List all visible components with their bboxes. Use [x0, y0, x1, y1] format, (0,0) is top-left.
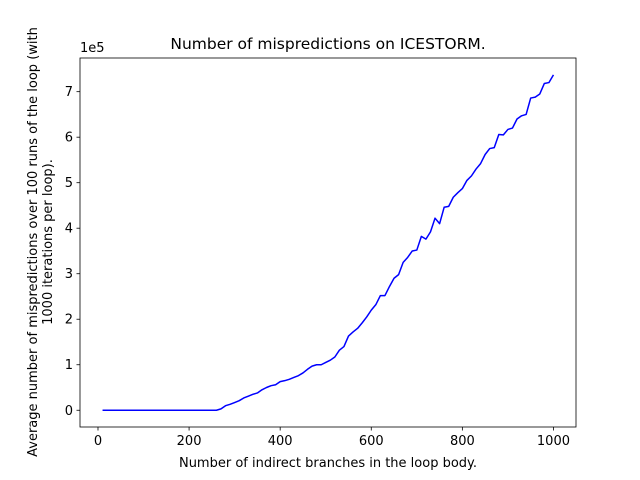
y-tick-label: 6	[65, 131, 73, 146]
x-tick-label: 800	[450, 434, 475, 449]
y-tick-label: 7	[65, 85, 73, 100]
data-line	[102, 74, 555, 412]
y-tick-label: 1	[65, 358, 73, 373]
y-tick-label: 5	[65, 176, 73, 191]
chart-title: Number of mispredictions on ICESTORM.	[170, 35, 485, 53]
y-offset-label: 1e5	[80, 41, 105, 56]
x-tick-label: 200	[177, 434, 202, 449]
y-tick-label: 2	[65, 313, 73, 328]
x-tick-label: 1000	[537, 434, 570, 449]
x-axis-label: Number of indirect branches in the loop …	[179, 456, 477, 471]
y-tick-label: 3	[65, 267, 73, 282]
y-axis-label: 1000 iterations per loop).	[41, 159, 56, 325]
y-tick-label: 0	[65, 404, 73, 419]
y-tick-label: 4	[65, 222, 73, 237]
y-axis-label: Average number of mispredictions over 10…	[26, 27, 41, 457]
x-tick-label: 600	[359, 434, 384, 449]
axes-frame	[79, 57, 577, 428]
x-tick-label: 0	[94, 434, 102, 449]
x-tick-label: 400	[268, 434, 293, 449]
